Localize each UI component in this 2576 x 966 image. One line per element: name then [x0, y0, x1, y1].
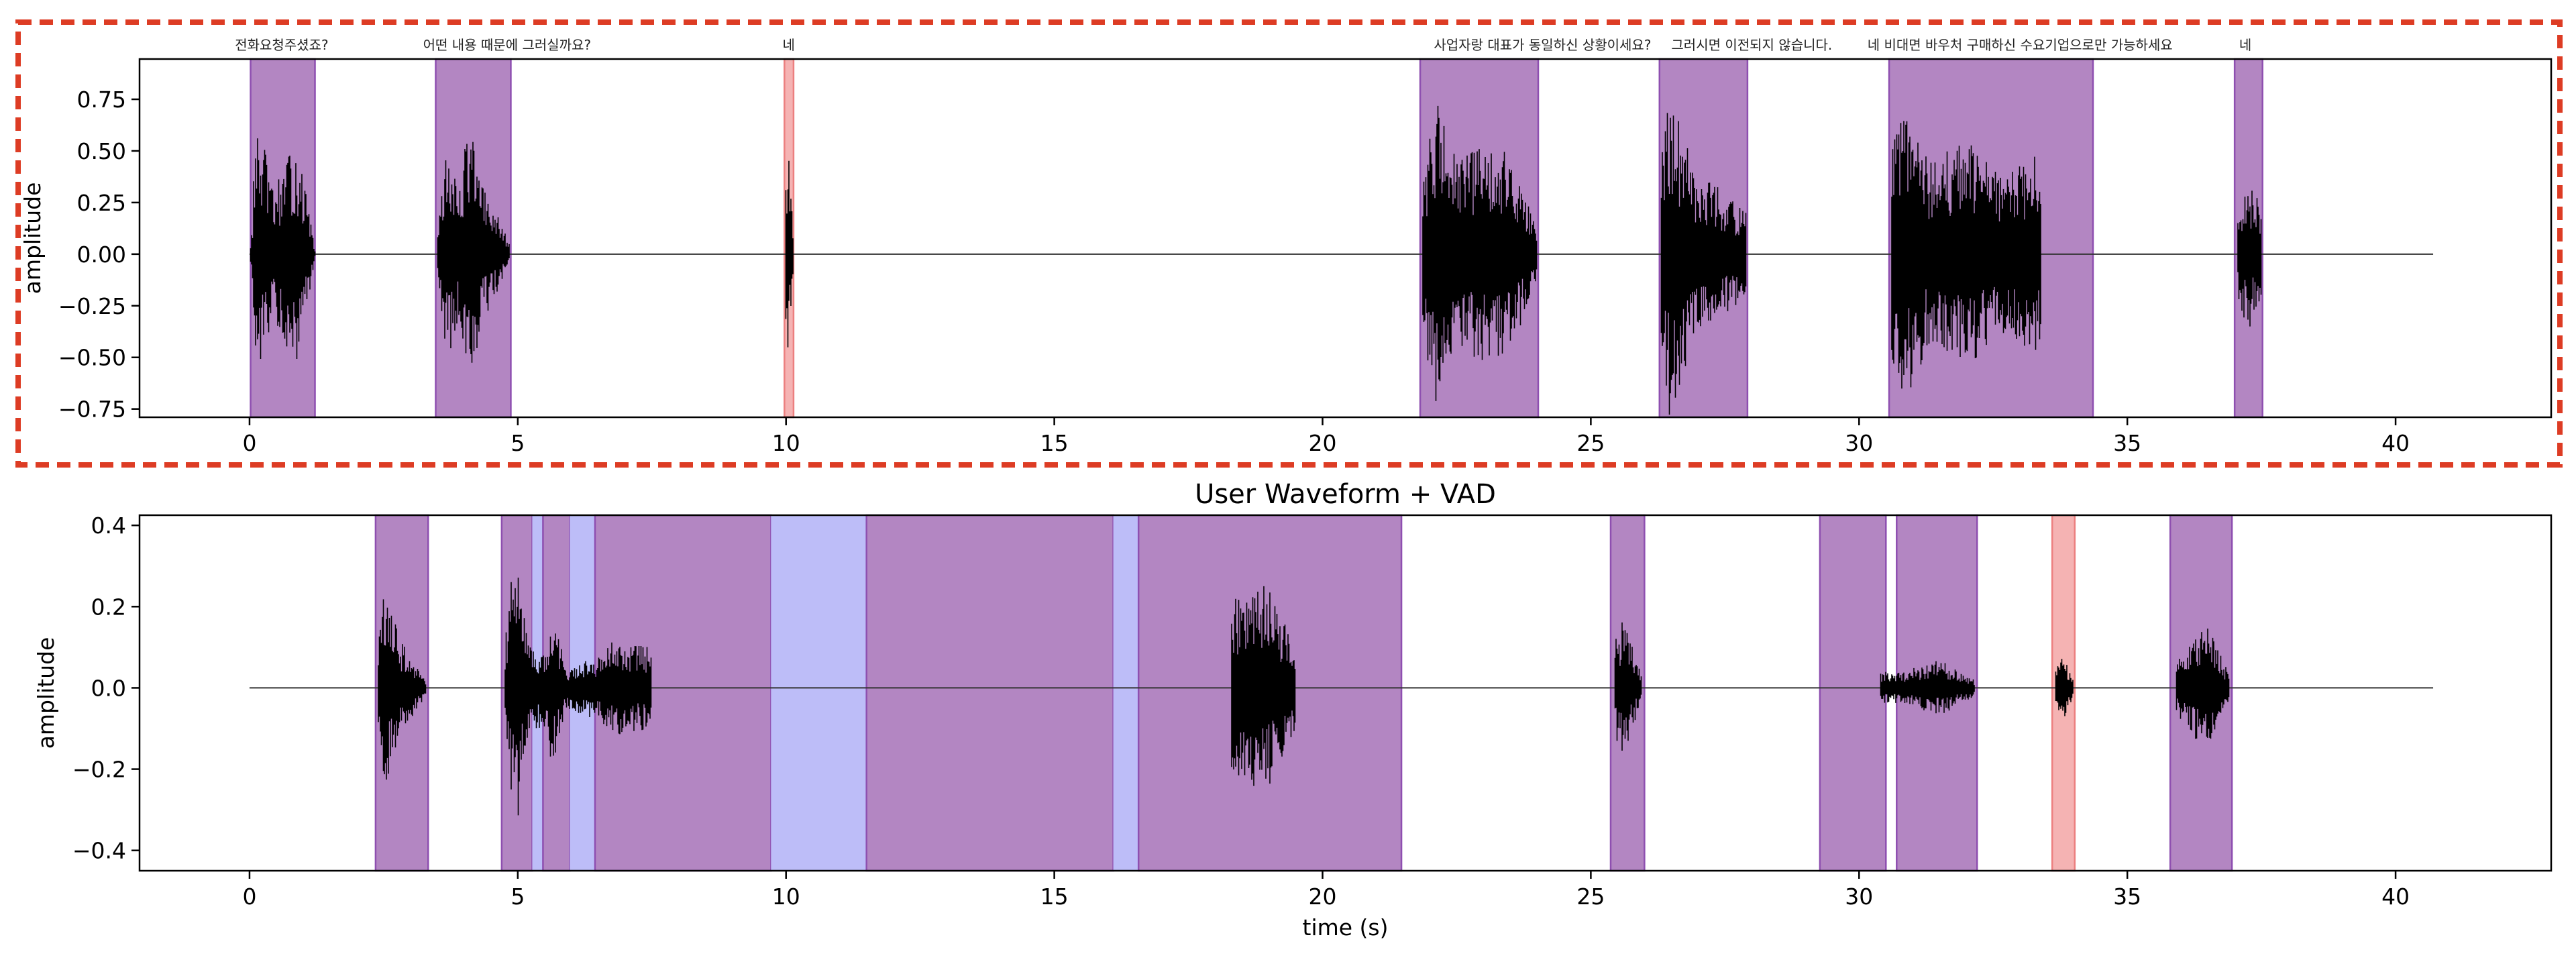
x-tick-label: 10	[772, 430, 800, 456]
x-tick-label: 25	[1576, 883, 1605, 910]
bottom-waveform	[249, 578, 2434, 816]
waveform-trace	[378, 578, 2230, 816]
y-tick-label: 0.50	[77, 138, 126, 164]
x-tick-label: 5	[511, 430, 525, 456]
y-tick-label: 0.4	[91, 513, 126, 539]
bottom-x-axis: 0 5 10 15 20 25 30 35 40	[242, 871, 2410, 910]
x-tick-label: 20	[1309, 883, 1337, 910]
bottom-chart-title: User Waveform + VAD	[1195, 479, 1496, 510]
x-tick-label: 40	[2381, 883, 2410, 910]
x-tick-label: 20	[1309, 430, 1337, 456]
bottom-waveform-panel: 0 5 10 15 20 25 30 35 40 −0.4 −0.2 0.0 0.2 0.4 ampli…	[33, 479, 2553, 941]
x-tick-label: 15	[1040, 883, 1069, 910]
top-waveform	[249, 105, 2434, 415]
vad-segment-gap	[771, 515, 867, 871]
bottom-axes-frame	[138, 514, 2553, 872]
x-tick-label: 30	[1845, 430, 1873, 456]
waveform-trace	[250, 105, 2262, 415]
transcript-label: 그러시면 이전되지 않습니다.	[1671, 37, 1832, 53]
y-tick-label: −0.75	[58, 396, 126, 423]
x-tick-label: 25	[1576, 430, 1605, 456]
vad-segment-speech	[1819, 514, 1887, 872]
y-tick-label: 0.2	[91, 594, 126, 620]
top-x-axis: 0 5 10 15 20 25 30 35 40	[242, 417, 2410, 456]
vad-segment-gap	[1113, 515, 1139, 871]
bottom-y-axis-label: amplitude	[33, 637, 59, 749]
transcript-label: 네	[2239, 37, 2251, 53]
y-tick-label: −0.4	[72, 838, 126, 864]
x-tick-label: 0	[242, 430, 256, 456]
top-y-axis-label: amplitude	[19, 182, 46, 294]
y-tick-label: −0.50	[58, 345, 126, 371]
x-tick-label: 40	[2381, 430, 2410, 456]
y-tick-label: 0.25	[77, 190, 126, 216]
x-tick-label: 5	[511, 883, 525, 910]
highlight-box	[15, 19, 2563, 468]
bottom-y-axis: −0.4 −0.2 0.0 0.2 0.4	[72, 513, 140, 864]
y-tick-label: −0.25	[58, 293, 126, 319]
transcript-label: 네	[783, 37, 795, 53]
y-tick-label: 0.75	[77, 87, 126, 113]
x-tick-label: 30	[1845, 883, 1873, 910]
x-tick-label: 10	[772, 883, 800, 910]
transcript-label: 네 비대면 바우처 구매하신 수요기업으로만 가능하세요	[1868, 37, 2173, 53]
vad-segment-speech	[865, 514, 1114, 872]
transcript-label: 어떤 내용 때문에 그러실까요?	[423, 37, 592, 53]
top-axes-frame	[138, 58, 2553, 419]
x-tick-label: 0	[242, 883, 256, 910]
transcript-label: 전화요청주셨죠?	[235, 37, 328, 53]
x-tick-label: 15	[1040, 430, 1069, 456]
top-transcript-labels: 전화요청주셨죠? 어떤 내용 때문에 그러실까요? 네 사업자랑 대표가 동일하신 상…	[235, 37, 2251, 53]
transcript-label: 사업자랑 대표가 동일하신 상황이세요?	[1434, 37, 1651, 53]
bottom-x-axis-label: time (s)	[1303, 914, 1389, 941]
y-tick-label: 0.0	[91, 675, 126, 701]
y-tick-label: −0.2	[72, 757, 126, 783]
x-tick-label: 35	[2113, 883, 2141, 910]
top-y-axis: −0.75 −0.50 −0.25 0.00 0.25 0.50 0.75	[58, 87, 140, 423]
x-tick-label: 35	[2113, 430, 2141, 456]
top-waveform-panel: 전화요청주셨죠? 어떤 내용 때문에 그러실까요? 네 사업자랑 대표가 동일하신 상…	[19, 37, 2553, 456]
y-tick-label: 0.00	[77, 241, 126, 268]
